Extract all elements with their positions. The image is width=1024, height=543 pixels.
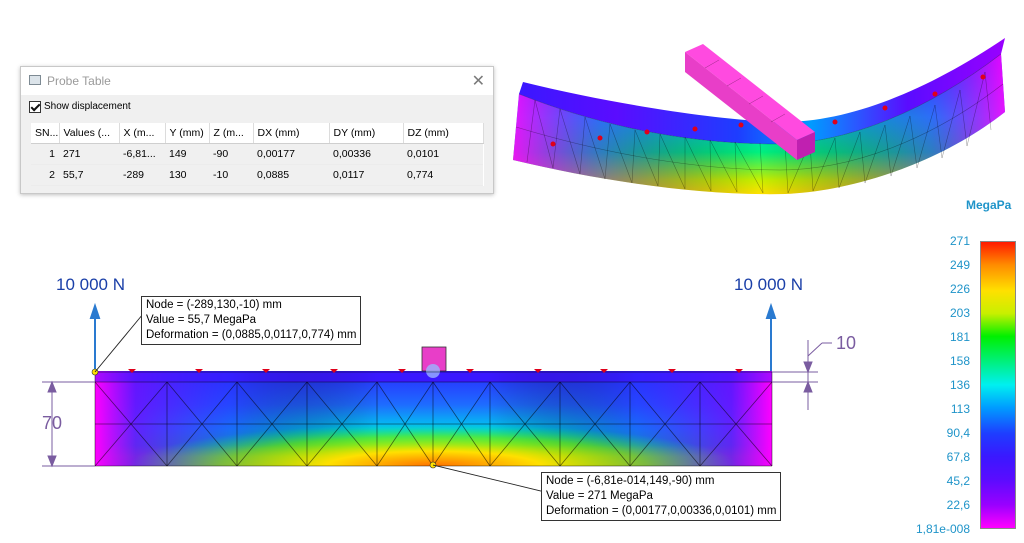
table-row[interactable]: 2 55,7 -289 130 -10 0,0885 0,0117 0,774	[31, 164, 483, 186]
legend-label: 203	[949, 306, 970, 320]
callout-node: Node = (-289,130,-10) mm	[146, 299, 282, 311]
column-header[interactable]: DY (mm)	[329, 123, 404, 144]
cell-dy: 0,0117	[329, 164, 403, 186]
cell-x: -6,81...	[119, 143, 165, 165]
probe-callout-top: Node = (-289,130,-10) mm Value = 55,7 Me…	[141, 296, 362, 345]
legend-label: 45,2	[946, 474, 970, 488]
show-displacement-checkbox[interactable]	[29, 101, 41, 113]
legend-label: 22,6	[946, 498, 970, 512]
callout-deformation: Deformation = (0,00177,0,00336,0,0101) m…	[546, 505, 777, 517]
cell-z: -90	[209, 143, 253, 165]
legend-label: 90,4	[946, 426, 970, 440]
column-header[interactable]: X (m...	[119, 123, 166, 144]
column-header[interactable]: SN...	[31, 123, 60, 144]
table-header-row: SN... Values (... X (m... Y (mm) Z (m...…	[31, 123, 484, 144]
cell-dz: 0,774	[403, 164, 483, 186]
cell-y: 130	[165, 164, 209, 186]
cell-dx: 0,0885	[253, 164, 329, 186]
probe-table-window: Probe Table ✕ Show displacement SN... Va…	[20, 66, 494, 194]
close-icon[interactable]: ✕	[471, 73, 485, 90]
cell-dy: 0,00336	[329, 143, 403, 165]
deformed-beam-3d-view[interactable]	[505, 32, 1024, 207]
legend-label: 113	[950, 402, 970, 416]
legend-label: 249	[949, 258, 970, 272]
column-header[interactable]: DX (mm)	[253, 123, 330, 144]
legend-unit: MegaPa	[966, 198, 1012, 212]
cell-z: -10	[209, 164, 253, 186]
force-label-right: 10 000 N	[734, 275, 803, 294]
thickness-dimension-label: 10	[836, 333, 857, 353]
legend-color-bar	[980, 241, 1016, 529]
column-header[interactable]: Y (mm)	[165, 123, 210, 144]
cell-value: 271	[59, 143, 119, 165]
height-dimension-label: 70	[42, 413, 63, 433]
cell-value: 55,7	[59, 164, 119, 186]
window-icon	[29, 75, 41, 85]
cell-dx: 0,00177	[253, 143, 329, 165]
callout-value: Value = 55,7 MegaPa	[146, 314, 257, 326]
title-bar: Probe Table ✕	[21, 67, 493, 95]
cell-dz: 0,0101	[403, 143, 483, 165]
window-title: Probe Table	[47, 74, 111, 88]
show-displacement-label[interactable]: Show displacement	[44, 101, 131, 112]
legend-label: 1,81e-008	[915, 522, 970, 536]
legend-label: 181	[949, 330, 970, 344]
callout-deformation: Deformation = (0,0885,0,0117,0,774) mm	[146, 329, 357, 341]
cell-y: 149	[165, 143, 209, 165]
cell-sn: 2	[31, 164, 59, 186]
callout-node: Node = (-6,81e-014,149,-90) mm	[546, 475, 715, 487]
probe-data-table: SN... Values (... X (m... Y (mm) Z (m...…	[31, 123, 484, 186]
legend-label: 226	[949, 282, 970, 296]
cell-x: -289	[119, 164, 165, 186]
column-header[interactable]: Z (m...	[209, 123, 254, 144]
legend-label: 158	[949, 354, 970, 368]
legend-label: 271	[949, 234, 970, 248]
probe-callout-bottom: Node = (-6,81e-014,149,-90) mm Value = 2…	[541, 472, 782, 521]
callout-value: Value = 271 MegaPa	[546, 490, 653, 502]
force-label-left: 10 000 N	[56, 275, 125, 294]
legend-label: 67,8	[946, 450, 970, 464]
table-row[interactable]: 1 271 -6,81... 149 -90 0,00177 0,00336 0…	[31, 143, 483, 165]
column-header[interactable]: Values (...	[59, 123, 120, 144]
legend-label: 136	[949, 378, 970, 392]
cell-sn: 1	[31, 143, 59, 165]
column-header[interactable]: DZ (mm)	[403, 123, 484, 144]
